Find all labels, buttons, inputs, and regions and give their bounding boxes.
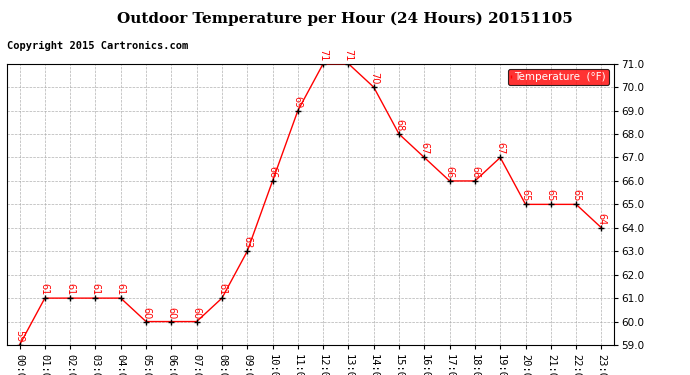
Text: 60: 60: [141, 306, 151, 319]
Text: 71: 71: [344, 49, 353, 61]
Text: 66: 66: [444, 166, 455, 178]
Text: 68: 68: [394, 119, 404, 131]
Text: Outdoor Temperature per Hour (24 Hours) 20151105: Outdoor Temperature per Hour (24 Hours) …: [117, 11, 573, 26]
Text: 69: 69: [293, 96, 303, 108]
Text: 67: 67: [495, 142, 505, 155]
Text: 70: 70: [368, 72, 379, 84]
Text: 67: 67: [420, 142, 429, 155]
Text: 63: 63: [242, 236, 253, 249]
Text: 59: 59: [14, 330, 25, 342]
Text: 60: 60: [166, 306, 177, 319]
Text: 60: 60: [192, 306, 201, 319]
Legend: Temperature  (°F): Temperature (°F): [508, 69, 609, 85]
Text: 65: 65: [546, 189, 556, 202]
Text: 61: 61: [116, 283, 126, 296]
Text: 66: 66: [268, 166, 277, 178]
Text: 61: 61: [65, 283, 75, 296]
Text: 65: 65: [520, 189, 531, 202]
Text: 66: 66: [470, 166, 480, 178]
Text: 61: 61: [90, 283, 101, 296]
Text: Copyright 2015 Cartronics.com: Copyright 2015 Cartronics.com: [7, 41, 188, 51]
Text: 71: 71: [318, 49, 328, 61]
Text: 64: 64: [596, 213, 607, 225]
Text: 61: 61: [217, 283, 227, 296]
Text: 61: 61: [40, 283, 50, 296]
Text: 65: 65: [571, 189, 581, 202]
